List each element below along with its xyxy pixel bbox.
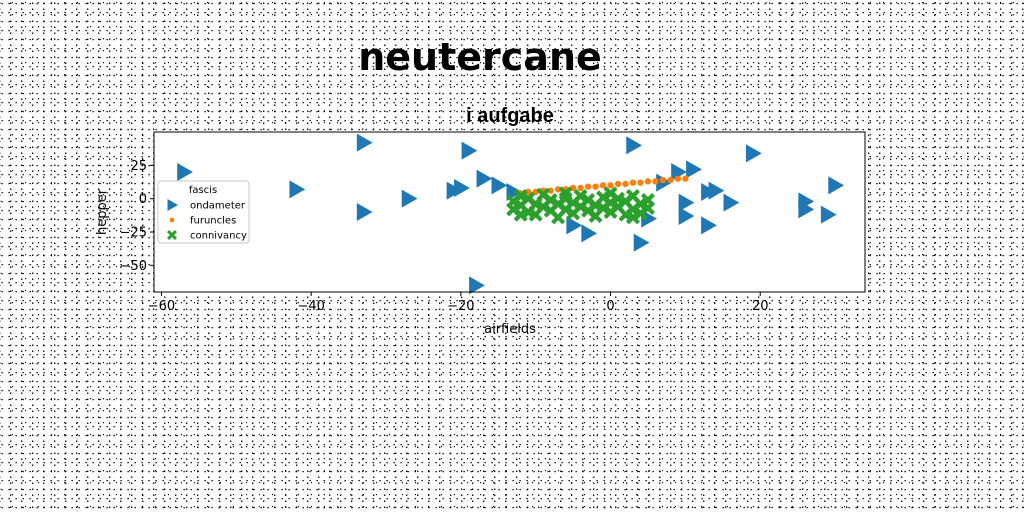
data-point-furuncles (584, 183, 592, 190)
y-tick-label: 0 (139, 192, 147, 207)
legend-marker-furuncles (169, 217, 175, 223)
legend-marker-connivancy (167, 230, 177, 240)
data-point-ondameter (461, 141, 478, 160)
data-point-connivancy (573, 189, 588, 203)
data-point-furuncles (592, 183, 599, 190)
legend-item-ondameter: ondameter (167, 199, 246, 212)
data-point-ondameter (177, 163, 193, 181)
data-point-furuncles (577, 184, 584, 192)
data-point-furuncles (637, 179, 644, 186)
data-point-ondameter (626, 136, 642, 155)
y-tick-label: 25 (130, 159, 147, 174)
data-point-furuncles (547, 187, 554, 194)
data-point-ondameter (641, 209, 657, 228)
legend-label: connivancy (190, 231, 247, 242)
y-axis-label: hepper (95, 188, 110, 235)
data-point-ondameter (745, 144, 762, 163)
data-point-ondameter (566, 216, 583, 235)
data-point-ondameter (686, 160, 702, 179)
data-point-connivancy (558, 186, 573, 201)
y-tick-label: −25 (120, 226, 147, 241)
data-point-ondameter (289, 180, 306, 199)
series-ondameter (177, 133, 845, 295)
data-point-ondameter (708, 181, 725, 200)
data-point-connivancy (603, 186, 618, 201)
legend-label: ondameter (190, 201, 246, 212)
data-point-ondameter (678, 193, 695, 212)
data-point-furuncles (622, 180, 629, 188)
data-point-ondameter (828, 176, 845, 195)
series-connivancy (506, 186, 655, 225)
y-tick-label: −50 (120, 259, 147, 274)
data-point-ondameter (723, 193, 740, 212)
x-axis-label: airfields (484, 322, 536, 337)
data-point-ondameter (356, 203, 373, 221)
data-point-ondameter (476, 169, 493, 188)
data-point-connivancy (640, 201, 655, 215)
data-point-furuncles (629, 179, 637, 186)
data-point-furuncles (554, 186, 562, 193)
data-point-ondameter (454, 179, 470, 197)
data-point-ondameter (701, 216, 717, 235)
legend: fascis ondameter furuncles connivancy (157, 180, 250, 244)
y-axis: −50 −25 0 25 (120, 159, 154, 274)
data-point-ondameter (633, 233, 650, 252)
data-point-furuncles (607, 182, 614, 189)
plot-area (153, 131, 866, 295)
legend-label: furuncles (190, 216, 236, 227)
data-point-furuncles (644, 178, 652, 185)
series-layer (177, 133, 845, 295)
data-point-furuncles (599, 182, 607, 189)
data-point-connivancy (625, 210, 640, 225)
data-point-furuncles (614, 180, 622, 188)
legend-item-connivancy: connivancy (167, 230, 247, 242)
data-point-ondameter (671, 163, 687, 181)
legend-item-furuncles: furuncles (169, 216, 236, 227)
chart-suptitle: neutercane (358, 35, 602, 79)
x-tick-label: −60 (148, 299, 175, 314)
x-tick-label: 20 (752, 299, 769, 314)
x-tick-label: 0 (606, 299, 614, 314)
plot-frame (153, 131, 866, 293)
data-point-furuncles (667, 176, 674, 184)
chart-title: i aufgabe (466, 105, 554, 127)
x-axis: −60 −40 −20 0 20 (148, 292, 769, 314)
data-point-connivancy (513, 207, 528, 222)
legend-title: fascis (189, 185, 217, 196)
legend-box (157, 180, 250, 244)
data-point-ondameter (356, 133, 373, 152)
data-point-ondameter (401, 189, 418, 208)
data-point-ondameter (820, 205, 837, 224)
data-point-connivancy (543, 193, 558, 207)
x-tick-label: −20 (447, 299, 474, 314)
data-point-furuncles (525, 188, 532, 196)
data-point-furuncles (682, 175, 689, 182)
data-point-ondameter (798, 200, 815, 219)
data-point-furuncles (652, 178, 659, 185)
data-point-ondameter (491, 176, 508, 195)
data-point-ondameter (678, 207, 695, 225)
x-tick-label: −40 (297, 299, 324, 314)
data-point-ondameter (581, 224, 598, 243)
data-point-furuncles (659, 176, 667, 184)
legend-marker-ondameter (167, 199, 178, 211)
data-point-ondameter (469, 276, 485, 295)
data-point-furuncles (674, 175, 682, 182)
